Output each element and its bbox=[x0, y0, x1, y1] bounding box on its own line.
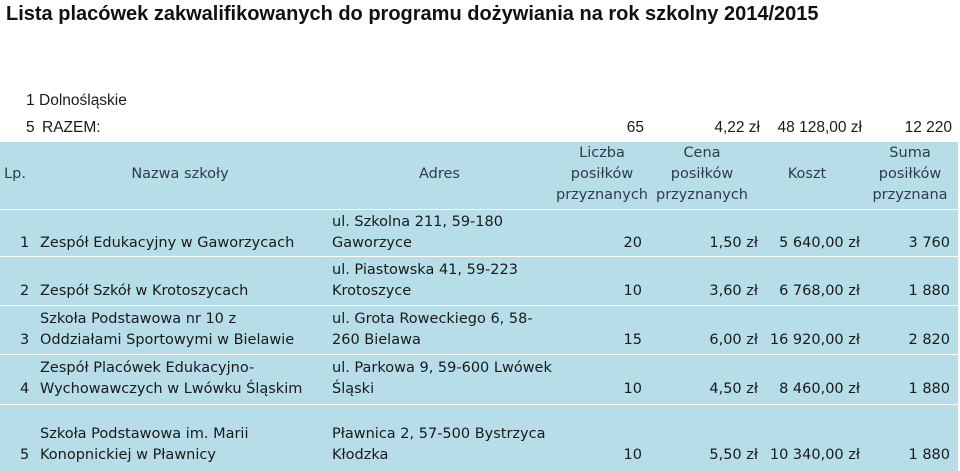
cell-meals: 10 bbox=[623, 283, 642, 299]
cell-price: 3,60 zł bbox=[709, 283, 758, 299]
cell-price: 1,50 zł bbox=[709, 235, 758, 251]
cell-address-line1: ul. Piastowska 41, 59-223 bbox=[332, 262, 518, 278]
cell-name-line2: Oddziałami Sportowymi w Bielawie bbox=[40, 332, 295, 348]
cell-cost: 5 640,00 zł bbox=[779, 235, 860, 251]
region-name: Dolnośląskie bbox=[39, 92, 127, 109]
cell-sum: 1 880 bbox=[908, 381, 950, 397]
cell-sum: 1 880 bbox=[908, 447, 950, 463]
cell-name-line2: Konopnickiej w Pławnicy bbox=[40, 447, 216, 463]
table-row: 2 Zespół Szkół w Krotoszycach ul. Piasto… bbox=[0, 259, 958, 303]
header-address: Adres bbox=[419, 166, 460, 182]
cell-sum: 1 880 bbox=[908, 283, 950, 299]
cell-name-line1: Szkoła Podstawowa im. Marii bbox=[40, 426, 249, 442]
schools-table: Lp. Nazwa szkoły Adres Liczba posiłków prz… bbox=[0, 142, 958, 471]
table-row: 1 Zespół Edukacyjny w Gaworzycach ul. Sz… bbox=[0, 212, 958, 256]
cell-cost: 6 768,00 zł bbox=[779, 283, 860, 299]
cell-price: 6,00 zł bbox=[709, 332, 758, 348]
summary-price: 4,22 zł bbox=[714, 119, 760, 136]
cell-meals: 10 bbox=[623, 447, 642, 463]
cell-name-line1: Szkoła Podstawowa nr 10 z bbox=[40, 311, 237, 327]
header-cost: Koszt bbox=[787, 166, 827, 182]
cell-address-line1: ul. Szkolna 211, 59-180 bbox=[332, 214, 503, 230]
divider bbox=[0, 305, 958, 306]
table-row: 5 Szkoła Podstawowa im. Marii Konopnicki… bbox=[0, 424, 958, 468]
summary-row: 5 RAZEM: 65 4,22 zł 48 128,00 zł 12 220 bbox=[0, 119, 960, 139]
divider bbox=[0, 404, 958, 405]
table-row: 4 Zespół Placówek Edukacyjno- Wychowawcz… bbox=[0, 357, 958, 401]
cell-sum: 3 760 bbox=[908, 235, 950, 251]
cell-name-line2: Wychowawczych w Lwówku Śląskim bbox=[40, 381, 303, 397]
header-meals: Liczba posiłków przyznanych bbox=[556, 145, 648, 203]
cell-name: Zespół Edukacyjny w Gaworzycach bbox=[40, 235, 295, 251]
divider bbox=[0, 256, 958, 257]
summary-label: RAZEM: bbox=[42, 119, 101, 136]
cell-address-line1: ul. Grota Roweckiego 6, 58- bbox=[332, 311, 533, 327]
cell-cost: 8 460,00 zł bbox=[779, 381, 860, 397]
table-row: 3 Szkoła Podstawowa nr 10 z Oddziałami S… bbox=[0, 308, 958, 352]
cell-address-line1: ul. Parkowa 9, 59-600 Lwówek bbox=[332, 360, 552, 376]
cell-address-line2: Śląski bbox=[332, 381, 375, 397]
cell-name: Zespół Szkół w Krotoszycach bbox=[40, 283, 249, 299]
cell-meals: 20 bbox=[623, 235, 642, 251]
divider bbox=[0, 209, 958, 210]
cell-name-line1: Zespół Placówek Edukacyjno- bbox=[40, 360, 255, 376]
divider bbox=[0, 354, 958, 355]
cell-address-line2: Gaworzyce bbox=[332, 235, 412, 251]
cell-lp: 4 bbox=[20, 381, 30, 397]
header-name: Nazwa szkoły bbox=[131, 166, 229, 182]
cell-cost: 16 920,00 zł bbox=[769, 332, 860, 348]
cell-price: 4,50 zł bbox=[709, 381, 758, 397]
region-number: 1 bbox=[26, 92, 35, 109]
header-price: Cena posiłków przyznanych bbox=[656, 145, 748, 203]
cell-address-line2: Krotoszyce bbox=[332, 283, 412, 299]
summary-cost: 48 128,00 zł bbox=[777, 119, 862, 136]
header-lp: Lp. bbox=[4, 166, 26, 182]
summary-meals: 65 bbox=[626, 119, 644, 136]
cell-lp: 2 bbox=[20, 283, 30, 299]
header-sum: Suma posiłków przyznana bbox=[872, 145, 948, 203]
cell-price: 5,50 zł bbox=[709, 447, 758, 463]
cell-address-line2: Kłodzka bbox=[332, 447, 389, 463]
summary-number: 5 bbox=[26, 119, 35, 136]
cell-lp: 3 bbox=[20, 332, 30, 348]
cell-sum: 2 820 bbox=[908, 332, 950, 348]
cell-meals: 10 bbox=[623, 381, 642, 397]
cell-meals: 15 bbox=[623, 332, 642, 348]
cell-lp: 1 bbox=[20, 235, 30, 251]
cell-address-line2: 260 Bielawa bbox=[332, 332, 421, 348]
page-title: Lista placówek zakwalifikowanych do prog… bbox=[6, 3, 819, 25]
summary-total-meals: 12 220 bbox=[904, 119, 952, 136]
cell-address-line1: Pławnica 2, 57-500 Bystrzyca bbox=[332, 426, 546, 442]
cell-lp: 5 bbox=[20, 447, 30, 463]
cell-cost: 10 340,00 zł bbox=[769, 447, 860, 463]
